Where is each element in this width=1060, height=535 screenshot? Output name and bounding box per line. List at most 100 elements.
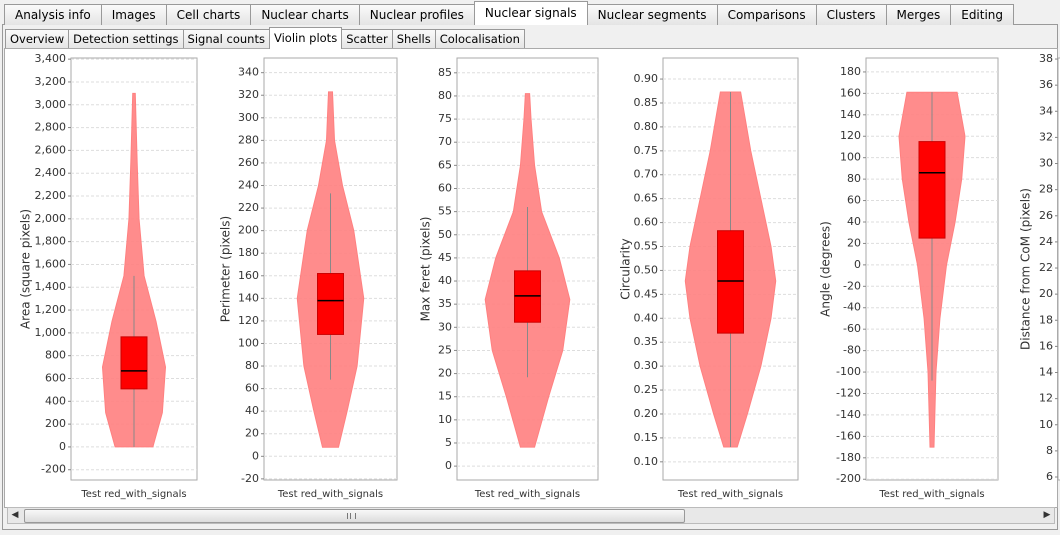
y-tick-label: 20 xyxy=(1039,287,1053,300)
y-tick-label: -100 xyxy=(836,365,861,378)
y-axis-label: Distance from CoM (pixels) xyxy=(1019,188,1033,350)
y-tick-label: 14 xyxy=(1039,366,1053,379)
scroll-right[interactable]: ▶ xyxy=(1043,510,1051,520)
y-axis-label: Angle (degrees) xyxy=(819,221,833,317)
horizontal-scrollbar[interactable]: ◀ ▶ xyxy=(7,507,1055,524)
y-tick-label: 16 xyxy=(1039,339,1053,352)
y-tick-label: 0.10 xyxy=(634,455,659,468)
y-tick-label: 20 xyxy=(438,367,452,380)
y-tick-label: 32 xyxy=(1039,130,1053,143)
tab[interactable]: Detection settings xyxy=(68,29,184,49)
tab[interactable]: Nuclear charts xyxy=(250,4,360,25)
y-tick-label: 0.75 xyxy=(634,144,659,157)
y-tick-label: 200 xyxy=(238,224,259,237)
scroll-thumb[interactable] xyxy=(24,509,685,523)
thumb-grip xyxy=(347,513,356,519)
y-tick-label: -200 xyxy=(41,463,66,476)
tab[interactable]: Violin plots xyxy=(268,27,343,49)
y-tick-label: 0 xyxy=(854,258,861,271)
tab[interactable]: Analysis info xyxy=(4,4,102,25)
y-tick-label: 2,400 xyxy=(35,166,67,179)
y-tick-label: 0.85 xyxy=(634,96,659,109)
y-axis-label: Max feret (pixels) xyxy=(419,217,433,322)
y-tick-label: 10 xyxy=(438,413,452,426)
y-tick-label: 28 xyxy=(1039,183,1053,196)
y-tick-label: 1,200 xyxy=(35,303,67,316)
y-tick-label: 1,400 xyxy=(35,280,67,293)
y-tick-label: 12 xyxy=(1039,392,1053,405)
y-tick-label: 0 xyxy=(445,459,452,472)
tab[interactable]: Scatter xyxy=(341,29,393,49)
y-tick-label: 180 xyxy=(238,246,259,259)
y-tick-label: 60 xyxy=(847,194,861,207)
y-tick-label: -140 xyxy=(836,408,861,421)
y-tick-label: 260 xyxy=(238,156,259,169)
y-tick-label: 1,000 xyxy=(35,326,67,339)
y-tick-label: 38 xyxy=(1039,52,1053,65)
y-tick-label: 70 xyxy=(438,135,452,148)
y-tick-label: 20 xyxy=(847,236,861,249)
tab[interactable]: Nuclear segments xyxy=(586,4,718,25)
y-tick-label: 2,800 xyxy=(35,121,67,134)
y-tick-label: 6 xyxy=(1046,470,1053,483)
y-tick-label: 0.45 xyxy=(634,287,659,300)
scroll-left[interactable]: ◀ xyxy=(11,510,19,520)
y-tick-label: 60 xyxy=(438,181,452,194)
box xyxy=(918,141,946,239)
y-tick-label: 36 xyxy=(1039,78,1053,91)
y-tick-label: 85 xyxy=(438,66,452,79)
y-tick-label: -40 xyxy=(843,301,861,314)
y-tick-label: 120 xyxy=(840,129,861,142)
y-tick-label: 50 xyxy=(438,228,452,241)
violin xyxy=(101,92,167,448)
tab[interactable]: Overview xyxy=(5,29,70,49)
y-tick-label: 0 xyxy=(59,440,66,453)
tab[interactable]: Nuclear profiles xyxy=(358,4,475,25)
y-tick-label: 0.60 xyxy=(634,216,659,229)
y-tick-label: 100 xyxy=(840,151,861,164)
tab[interactable]: Cell charts xyxy=(165,4,252,25)
y-tick-label: 10 xyxy=(1039,418,1053,431)
y-tick-label: 140 xyxy=(840,108,861,121)
y-tick-label: 0.20 xyxy=(634,407,659,420)
tab[interactable]: Nuclear signals xyxy=(473,1,588,25)
y-tick-label: 1,800 xyxy=(35,235,67,248)
y-tick-label: 30 xyxy=(438,320,452,333)
y-tick-label: 15 xyxy=(438,390,452,403)
y-tick-label: 200 xyxy=(45,417,66,430)
y-tick-label: 300 xyxy=(238,111,259,124)
y-tick-label: 25 xyxy=(438,343,452,356)
y-tick-label: 2,600 xyxy=(35,143,67,156)
sub-tabs: Overview Detection settings Signal counts V… xyxy=(5,27,525,49)
y-tick-label: 180 xyxy=(840,65,861,78)
tab[interactable]: Colocalisation xyxy=(434,29,525,49)
plot-area xyxy=(1057,57,1060,481)
y-tick-label: 45 xyxy=(438,251,452,264)
x-tick-label: Test red_with_signals xyxy=(474,489,580,500)
box xyxy=(120,336,148,390)
y-tick-label: 0.15 xyxy=(634,431,659,444)
x-tick-label: Test red_with_signals xyxy=(277,489,383,500)
tab[interactable]: Signal counts xyxy=(182,29,270,49)
tab[interactable]: Images xyxy=(100,4,167,25)
y-tick-label: -20 xyxy=(241,472,259,485)
box xyxy=(717,230,744,334)
tab[interactable]: Editing xyxy=(950,4,1015,25)
y-tick-label: 0.80 xyxy=(634,120,659,133)
tab[interactable]: Clusters xyxy=(815,4,887,25)
tab[interactable]: Shells xyxy=(391,29,436,49)
box xyxy=(317,273,344,335)
y-tick-label: -80 xyxy=(843,344,861,357)
y-tick-label: 100 xyxy=(238,336,259,349)
y-tick-label: 600 xyxy=(45,371,66,384)
y-axis-label: Area (square pixels) xyxy=(19,209,33,329)
tab[interactable]: Comparisons xyxy=(716,4,817,25)
y-tick-label: 40 xyxy=(438,274,452,287)
y-tick-label: 2,000 xyxy=(35,212,67,225)
y-tick-label: 3,400 xyxy=(35,52,67,65)
y-tick-label: 800 xyxy=(45,349,66,362)
y-tick-label: 34 xyxy=(1039,104,1053,117)
y-tick-label: -120 xyxy=(836,386,861,399)
